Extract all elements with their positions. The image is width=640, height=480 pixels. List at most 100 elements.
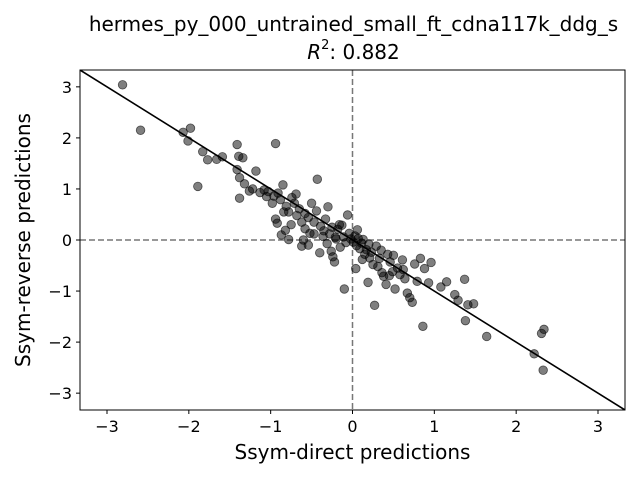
y-tick-label: −1 <box>48 282 72 301</box>
data-point <box>418 321 428 331</box>
data-point <box>322 238 332 249</box>
data-point <box>238 153 248 163</box>
data-point <box>426 257 436 268</box>
data-point <box>409 259 420 269</box>
x-tick-label: 0 <box>347 417 357 436</box>
data-point <box>276 230 287 240</box>
data-point <box>318 231 328 242</box>
data-point <box>327 222 337 232</box>
data-point <box>376 245 386 255</box>
data-point <box>239 179 250 189</box>
data-point <box>459 274 470 285</box>
x-tick-label: −1 <box>259 417 283 436</box>
r2-value: : 0.882 <box>329 40 400 64</box>
data-point <box>315 248 325 258</box>
data-point <box>331 234 341 244</box>
data-point <box>415 253 426 264</box>
data-point <box>261 191 272 202</box>
data-point <box>453 295 463 305</box>
data-point <box>251 166 261 176</box>
data-point <box>193 181 203 192</box>
data-point <box>283 234 294 245</box>
data-point <box>419 263 430 274</box>
data-point <box>244 186 255 196</box>
data-point <box>482 331 492 342</box>
data-point <box>468 299 479 309</box>
data-point <box>363 277 373 288</box>
data-point <box>275 194 286 205</box>
data-point <box>178 127 188 137</box>
data-point <box>234 173 245 183</box>
data-point <box>311 206 322 216</box>
data-point <box>539 324 549 335</box>
x-tick-label: 3 <box>593 417 603 436</box>
data-point <box>232 164 242 175</box>
data-point <box>232 139 242 150</box>
y-tick-label: 1 <box>62 180 72 199</box>
data-point <box>369 300 380 311</box>
x-tick-label: −2 <box>177 417 201 436</box>
data-point <box>312 174 323 184</box>
data-point <box>306 198 317 208</box>
data-point <box>384 271 395 281</box>
data-point <box>291 189 301 199</box>
x-tick-label: −3 <box>95 417 119 436</box>
data-point <box>412 276 422 287</box>
data-point <box>309 229 319 239</box>
data-point <box>423 278 434 288</box>
data-point <box>397 255 408 265</box>
data-point <box>198 146 208 157</box>
data-point <box>279 207 289 217</box>
data-point <box>320 214 331 224</box>
data-point <box>351 263 361 274</box>
data-point <box>339 284 350 294</box>
data-point <box>267 198 278 208</box>
data-point <box>323 202 333 212</box>
data-point <box>270 138 281 149</box>
data-point <box>183 136 193 146</box>
y-axis-label: Ssym-reverse predictions <box>11 113 35 367</box>
r2-symbol: R <box>307 40 322 64</box>
data-point <box>234 193 245 203</box>
x-tick-label: 1 <box>429 417 439 436</box>
scatter-points <box>117 80 549 375</box>
data-point <box>441 277 452 287</box>
r2-superscript: 2 <box>321 38 330 54</box>
data-point <box>460 315 471 326</box>
data-point <box>272 218 282 228</box>
data-point <box>298 235 309 245</box>
x-axis-ticks: −3 −2 −1 0 1 2 3 <box>95 410 603 436</box>
data-point <box>278 180 288 190</box>
data-point <box>135 125 146 135</box>
y-tick-label: 2 <box>62 129 72 148</box>
data-point <box>286 219 296 230</box>
data-point <box>202 155 213 165</box>
data-point <box>400 274 410 284</box>
data-point <box>407 297 417 307</box>
data-point <box>117 80 128 90</box>
data-point <box>185 123 196 133</box>
y-tick-label: −2 <box>48 333 72 352</box>
data-point <box>352 225 363 235</box>
x-tick-label: 2 <box>511 417 521 436</box>
chart-title: hermes_py_000_untrained_small_ft_cdna117… <box>88 12 619 36</box>
y-tick-label: −3 <box>48 384 72 403</box>
chart-subtitle: R2: 0.882 <box>0 38 640 64</box>
data-point <box>529 349 539 359</box>
y-tick-label: 0 <box>62 231 72 250</box>
data-point <box>342 210 353 220</box>
data-point <box>390 284 400 294</box>
data-point <box>381 279 391 290</box>
data-point <box>538 365 548 375</box>
y-tick-label: 3 <box>62 78 72 97</box>
x-axis-label: Ssym-direct predictions <box>234 440 471 464</box>
y-axis-ticks: −3 −2 −1 0 1 2 3 <box>48 78 80 403</box>
data-point <box>329 257 340 267</box>
data-point <box>398 264 408 275</box>
data-point <box>217 152 228 162</box>
data-point <box>388 250 399 261</box>
data-point <box>357 254 368 265</box>
data-point <box>374 253 385 264</box>
data-point <box>364 239 374 249</box>
